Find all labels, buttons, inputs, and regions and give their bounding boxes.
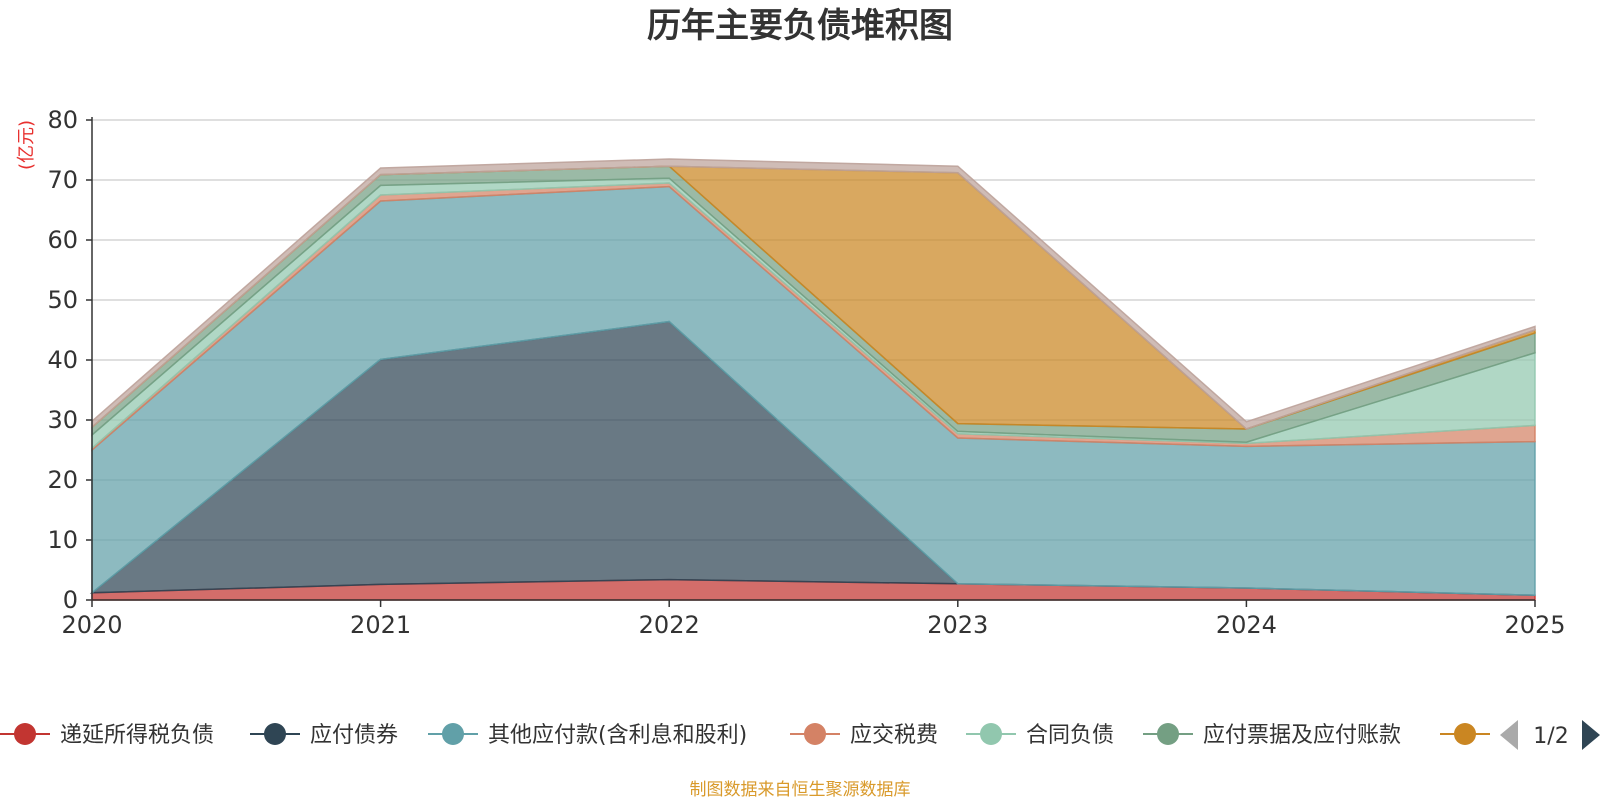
x-tick-label: 2021 bbox=[350, 611, 411, 639]
y-tick-label: 50 bbox=[47, 286, 78, 314]
unit-label: (亿元) bbox=[16, 120, 37, 170]
y-tick-label: 10 bbox=[47, 526, 78, 554]
legend-marker[interactable] bbox=[1157, 723, 1179, 745]
legend-marker[interactable] bbox=[14, 723, 36, 745]
x-tick-label: 2020 bbox=[61, 611, 122, 639]
y-tick-label: 20 bbox=[47, 466, 78, 494]
area-series-7[interactable] bbox=[91, 158, 1536, 430]
legend-prev-icon[interactable] bbox=[1500, 720, 1518, 750]
legend-marker[interactable] bbox=[980, 723, 1002, 745]
x-tick-label: 2023 bbox=[927, 611, 988, 639]
legend-page-indicator: 1/2 bbox=[1533, 724, 1568, 749]
y-tick-label: 40 bbox=[47, 346, 78, 374]
y-tick-label: 0 bbox=[63, 586, 78, 614]
y-tick-label: 70 bbox=[47, 166, 78, 194]
y-tick-label: 60 bbox=[47, 226, 78, 254]
x-tick-label: 2022 bbox=[639, 611, 700, 639]
legend-next-icon[interactable] bbox=[1582, 720, 1600, 750]
legend-label[interactable]: 合同负债 bbox=[1026, 723, 1114, 748]
source-note: 制图数据来自恒生聚源数据库 bbox=[690, 780, 911, 800]
legend-marker[interactable] bbox=[804, 723, 826, 745]
chart-title: 历年主要负债堆积图 bbox=[647, 6, 953, 46]
legend-marker[interactable] bbox=[1454, 723, 1476, 745]
legend-label[interactable]: 应交税费 bbox=[850, 723, 938, 748]
legend-marker[interactable] bbox=[264, 723, 286, 745]
legend-label[interactable]: 应付票据及应付账款 bbox=[1203, 723, 1401, 748]
y-tick-label: 80 bbox=[47, 106, 78, 134]
x-tick-label: 2025 bbox=[1504, 611, 1565, 639]
legend-marker[interactable] bbox=[442, 723, 464, 745]
legend-label[interactable]: 应付债券 bbox=[310, 723, 398, 748]
y-tick-label: 30 bbox=[47, 406, 78, 434]
legend-label[interactable]: 其他应付款(含利息和股利) bbox=[488, 723, 747, 748]
legend-label[interactable]: 递延所得税负债 bbox=[60, 723, 214, 748]
x-tick-label: 2024 bbox=[1216, 611, 1277, 639]
